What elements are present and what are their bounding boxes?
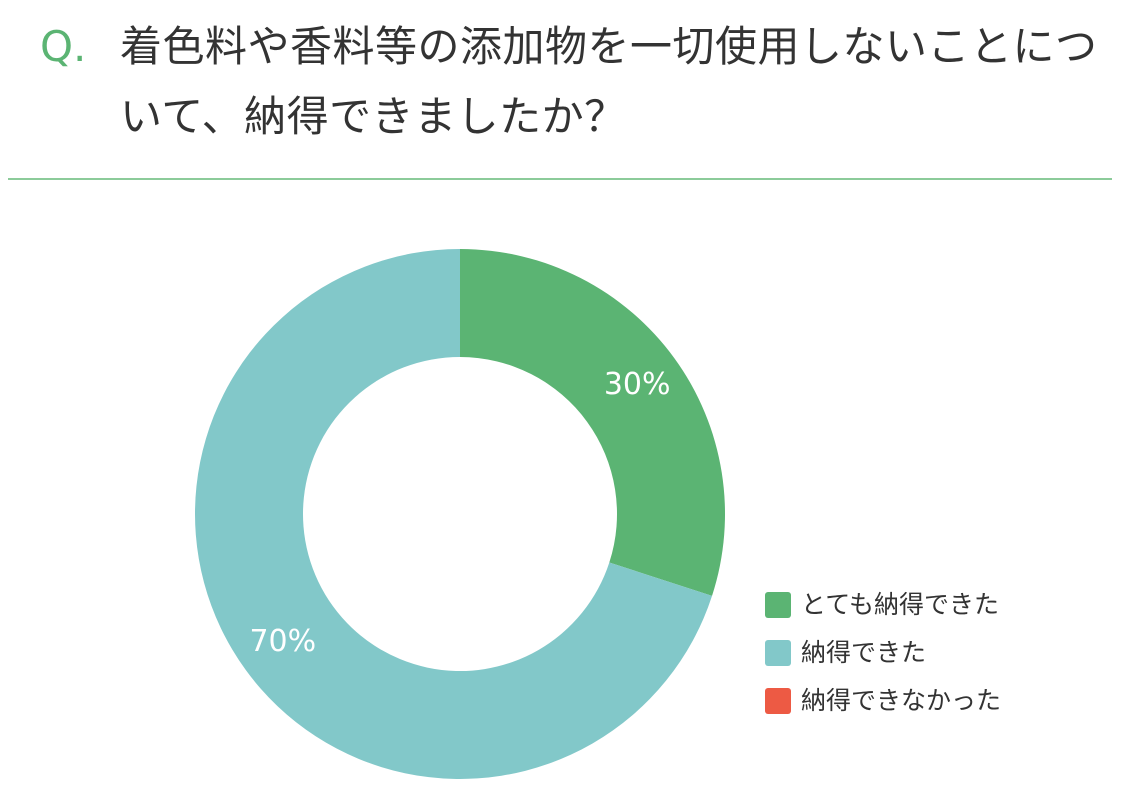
legend-swatch: [765, 592, 791, 618]
question-mark: Q.: [40, 22, 87, 71]
divider: [8, 178, 1112, 180]
data-label: 70%: [249, 624, 316, 659]
legend-label: 納得できなかった: [801, 686, 1001, 715]
legend-label: 納得できた: [801, 638, 926, 667]
legend-swatch: [765, 640, 791, 666]
legend-label: とても納得できた: [801, 590, 999, 619]
data-label: 30%: [604, 367, 671, 402]
legend-swatch: [765, 688, 791, 714]
slice: [460, 249, 725, 596]
slice: [195, 249, 713, 779]
chart-title: 着色料や香料等の添加物を一切使用しないことについて、納得できましたか？: [120, 22, 1098, 141]
